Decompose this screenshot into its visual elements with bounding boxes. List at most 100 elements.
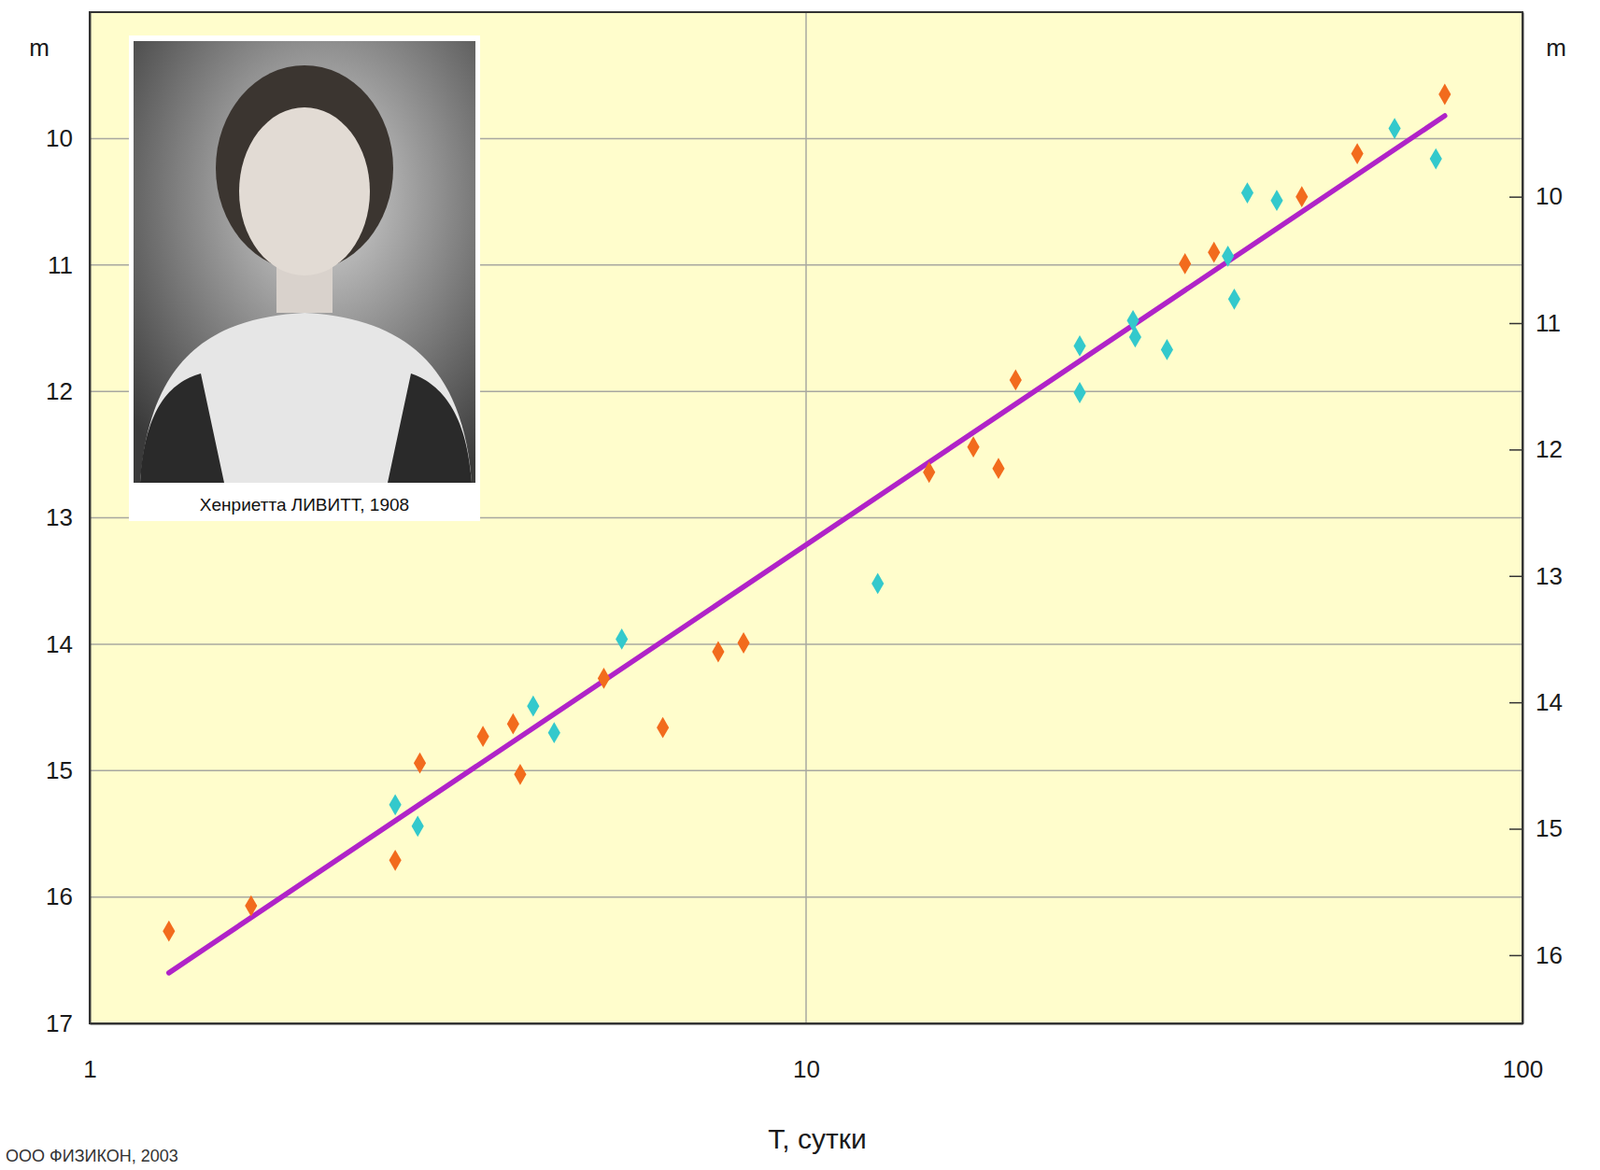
data-point xyxy=(1430,148,1443,170)
y-axis-tick: 11 xyxy=(47,251,90,280)
data-point xyxy=(413,752,426,775)
data-point xyxy=(477,725,490,748)
data-point xyxy=(1073,382,1086,404)
x-axis-tick-label: 100 xyxy=(1502,1055,1544,1084)
data-point xyxy=(1178,253,1191,275)
data-point xyxy=(1241,182,1254,204)
y-axis-tick: 16 xyxy=(45,882,90,911)
y-axis-tick-label: 14 xyxy=(45,630,73,659)
data-point xyxy=(548,722,561,744)
y-axis: 10 11 12 13 14 15 16 17 xyxy=(45,13,90,1038)
data-point xyxy=(411,815,425,837)
data-point xyxy=(1126,310,1139,332)
y2-axis-tick: 10 xyxy=(1509,182,1563,211)
marks xyxy=(162,84,1451,974)
y-axis-tick: 10 xyxy=(45,124,90,153)
data-point xyxy=(991,457,1005,480)
chart: Хенриетта ЛИВИТТ, 1908101112131415161710… xyxy=(0,0,1600,1170)
y-axis-tick-label: 15 xyxy=(45,756,73,785)
y2-axis-tick: 12 xyxy=(1509,435,1563,464)
y-axis-tick: 17 xyxy=(45,1009,90,1038)
data-point xyxy=(1221,245,1234,268)
y2-axis-tick-label: 15 xyxy=(1535,814,1563,843)
y2-axis-tick-label: 13 xyxy=(1535,562,1563,591)
y-axis-tick-label: 10 xyxy=(45,124,73,153)
data-point xyxy=(967,436,980,458)
y-axis-tick: 14 xyxy=(45,630,90,659)
y-axis-tick-label: 17 xyxy=(45,1009,73,1038)
data-point xyxy=(871,572,884,595)
y-axis-title: m xyxy=(28,33,50,62)
x-axis-tick-label: 1 xyxy=(83,1055,97,1084)
y2-axis-tick-mark xyxy=(1509,576,1523,579)
x-grid-line xyxy=(805,12,808,1024)
data-point xyxy=(656,717,669,739)
x-axis-title: T, сутки xyxy=(767,1123,866,1155)
y-axis-tick-label: 13 xyxy=(45,503,73,532)
x-axis-tick-label: 10 xyxy=(792,1055,821,1084)
data-point xyxy=(737,632,751,654)
y2-axis-tick-label: 10 xyxy=(1535,182,1563,211)
data-point xyxy=(1073,335,1086,357)
data-point xyxy=(513,764,526,786)
credit: ООО ФИЗИКОН, 2003 xyxy=(5,1146,179,1166)
data-point xyxy=(1270,189,1283,212)
y2-axis-tick-label: 16 xyxy=(1535,941,1563,970)
data-point xyxy=(244,895,257,918)
data-point xyxy=(526,695,539,718)
data-point xyxy=(389,793,402,816)
data-point xyxy=(1207,241,1220,264)
data-point xyxy=(1438,84,1451,106)
data-point xyxy=(389,849,402,872)
data-point xyxy=(1009,369,1022,392)
x-axis-tick: 1 xyxy=(83,1023,97,1084)
y2-axis-tick-mark xyxy=(1509,323,1523,326)
data-point xyxy=(1388,117,1402,140)
y2-axis: 10 11 12 13 14 15 16 xyxy=(1509,13,1563,1025)
data-point xyxy=(597,667,610,690)
y-axis-tick: 12 xyxy=(45,377,90,406)
data-point xyxy=(507,713,520,736)
data-point xyxy=(615,628,628,651)
fit-line xyxy=(169,115,1445,974)
y2-axis-tick-mark xyxy=(1509,702,1523,705)
photo xyxy=(133,41,476,483)
y-axis-line xyxy=(89,13,92,1025)
data-point xyxy=(1129,326,1142,349)
y2-axis-title: m xyxy=(1545,33,1567,62)
data-point xyxy=(162,920,175,943)
plot-frame xyxy=(89,12,1523,1024)
photo-dress xyxy=(140,373,472,483)
x-axis: 1 10 100 xyxy=(83,1023,1544,1084)
y-axis-tick: 15 xyxy=(45,756,90,785)
photo-face xyxy=(239,107,370,276)
photo-shoulders xyxy=(140,312,472,483)
x-axis-line xyxy=(90,1023,1524,1026)
data-point xyxy=(1295,185,1308,208)
y-axis-tick-label: 12 xyxy=(45,377,73,406)
y2-axis-tick: 13 xyxy=(1509,562,1563,591)
y2-axis-tick: 11 xyxy=(1509,309,1561,338)
y2-axis-tick-label: 14 xyxy=(1535,688,1563,717)
y-axis-tick-label: 11 xyxy=(47,251,73,280)
data-point xyxy=(1228,288,1241,311)
y2-axis-tick: 15 xyxy=(1509,814,1563,843)
y2-axis-tick: 16 xyxy=(1509,941,1563,970)
y2-axis-tick-mark xyxy=(1509,828,1523,831)
plot-background xyxy=(89,12,1523,1024)
y2-axis-tick-mark xyxy=(1509,449,1523,452)
data-point xyxy=(711,641,724,664)
photo-caption: Хенриетта ЛИВИТТ, 1908 xyxy=(199,495,410,515)
y-axis-tick-label: 16 xyxy=(45,882,73,911)
y2-axis-line xyxy=(1522,13,1525,1025)
data-point xyxy=(922,461,935,483)
grid xyxy=(89,12,1523,1024)
y2-axis-tick-label: 11 xyxy=(1535,309,1561,338)
y2-axis-tick-label: 12 xyxy=(1535,435,1563,464)
x-axis-tick: 10 xyxy=(792,1023,821,1084)
y2-axis-tick-mark xyxy=(1509,955,1523,958)
y2-axis-tick-mark xyxy=(1509,196,1523,199)
data-point xyxy=(1161,339,1174,361)
y-axis-tick: 13 xyxy=(45,503,90,532)
photo-frame xyxy=(128,35,481,522)
